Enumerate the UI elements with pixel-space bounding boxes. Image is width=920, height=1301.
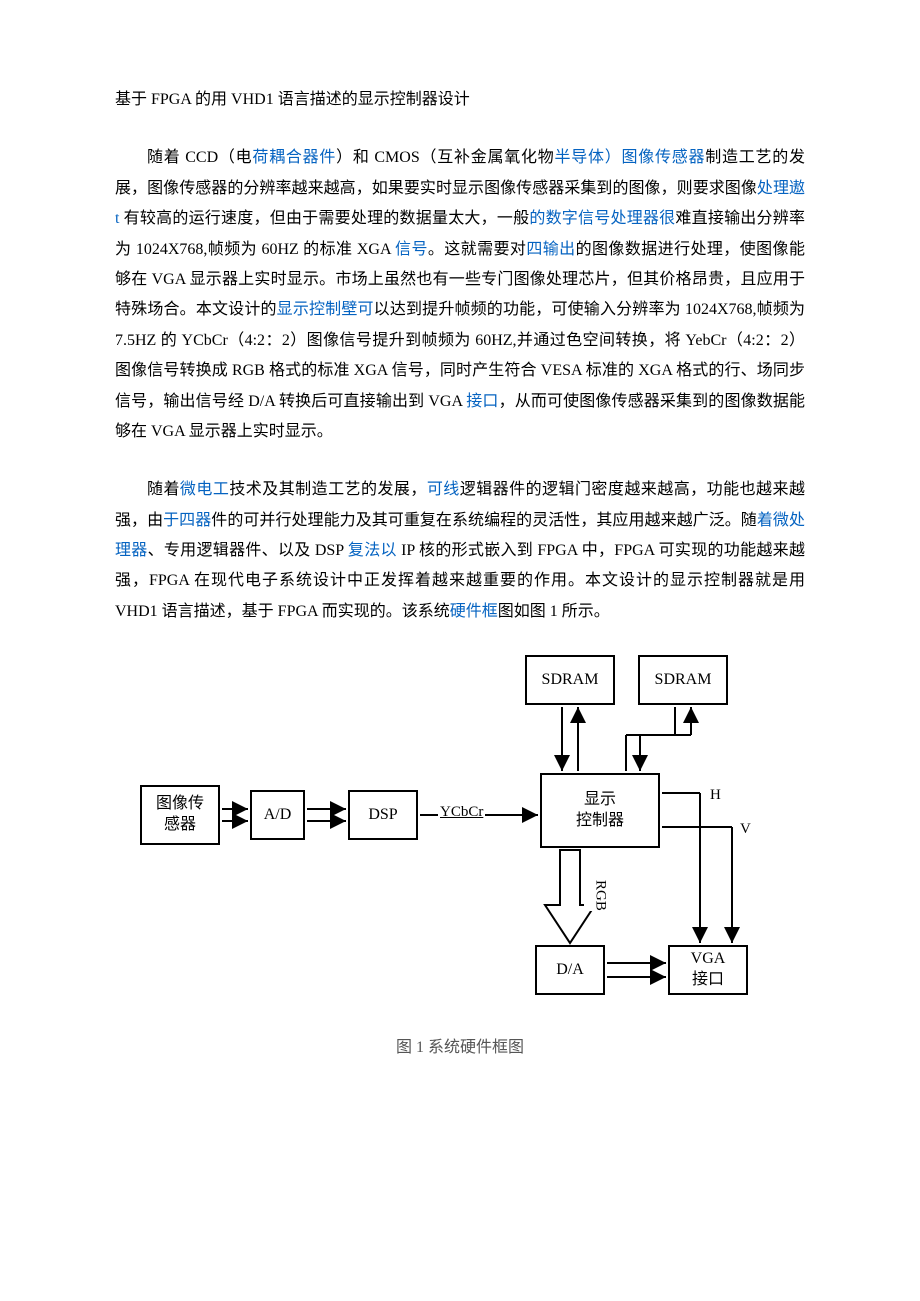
paragraph-1: 随着 CCD（电荷耦合器件）和 CMOS（互补金属氧化物半导体）图像传感器制造工… — [115, 143, 805, 447]
document-title: 基于 FPGA 的用 VHD1 语言描述的显示控制器设计 — [115, 85, 805, 115]
figure-1: 图像传感器 A/D DSP 显示控制器 SDRAM SDRAM D/A VGA接… — [115, 655, 805, 1063]
p2-text: 件的可并行处理能力及其可重复在系统编程的灵活性，其应用越来越广泛。随 — [211, 512, 757, 529]
link-ccd[interactable]: 荷耦合器件 — [252, 149, 336, 166]
link-display-ctrl[interactable]: 显示控制壁可 — [277, 301, 374, 318]
link-dsp[interactable]: 的数字信号处理器很 — [529, 210, 675, 227]
diagram-arrows — [140, 655, 780, 1015]
edge-label-ycbcr: YCbCr — [438, 798, 485, 827]
block-diagram: 图像传感器 A/D DSP 显示控制器 SDRAM SDRAM D/A VGA接… — [140, 655, 780, 1015]
p1-text: 随着 CCD（电 — [147, 149, 252, 166]
p2-text: 图如图 1 所示。 — [498, 603, 610, 620]
paragraph-2: 随着微电工技术及其制造工艺的发展，可线逻辑器件的逻辑门密度越来越高，功能也越来越… — [115, 475, 805, 627]
p1-text: ）和 CMOS（互补金属氧化物 — [336, 149, 554, 166]
link-programmable[interactable]: 可线 — [427, 481, 460, 498]
link-device[interactable]: 于四器 — [163, 512, 211, 529]
link-interface[interactable]: 接口 — [466, 393, 498, 410]
p1-text: 有较高的运行速度，但由于需要处理的数据量太大，一般 — [119, 210, 529, 227]
p2-text: 随着 — [147, 481, 180, 498]
p2-text: 技术及其制造工艺的发展， — [229, 481, 427, 498]
link-output[interactable]: 四输出 — [526, 241, 575, 258]
link-hardware[interactable]: 硬件框 — [450, 603, 498, 620]
link-algorithm[interactable]: 复法以 — [348, 542, 397, 559]
p1-text: 。这就需要对 — [428, 241, 526, 258]
edge-label-rgb: RGB — [584, 880, 617, 911]
link-micro[interactable]: 微电工 — [180, 481, 229, 498]
edge-label-h: H — [708, 781, 723, 810]
figure-caption: 图 1 系统硬件框图 — [115, 1033, 805, 1063]
link-semiconductor[interactable]: 半导体）图像传感器 — [554, 149, 705, 166]
link-signal[interactable]: 信号 — [395, 241, 428, 258]
p2-text: 、专用逻辑器件、以及 DSP — [148, 542, 348, 559]
edge-label-v: V — [738, 815, 753, 844]
